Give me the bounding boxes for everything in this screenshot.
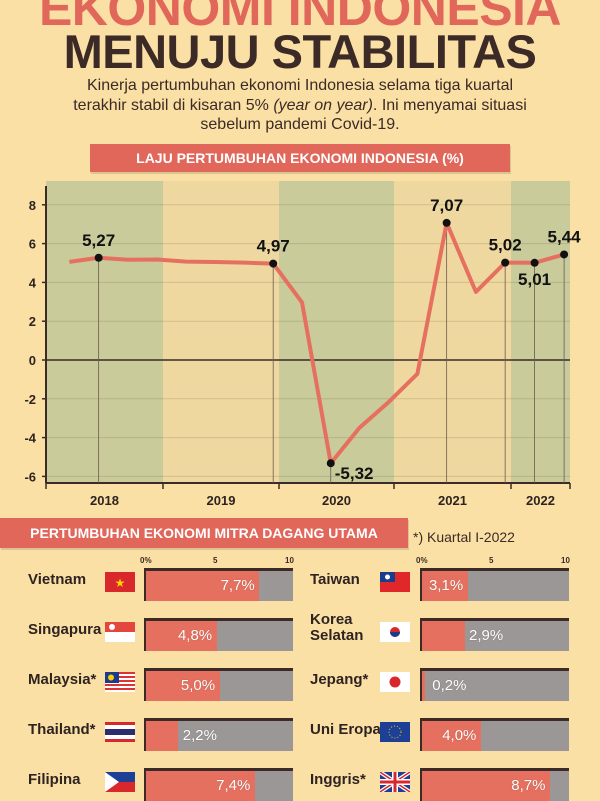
y-tick-label: 4 <box>29 275 37 290</box>
growth-bar: 3,1% <box>420 568 569 601</box>
scale-label: 5 <box>489 556 493 565</box>
svg-text:★: ★ <box>115 576 126 590</box>
flag-my-icon <box>105 672 135 692</box>
subtitle-italic: (year on year) <box>273 97 373 114</box>
growth-value: 2,9% <box>469 627 503 644</box>
growth-bar: 8,7% <box>420 768 569 801</box>
scale-label: 0% <box>416 556 428 565</box>
x-tick-label-2020: 2020 <box>322 493 351 508</box>
x-tick-label-2019: 2019 <box>207 493 236 508</box>
data-label: 5,27 <box>82 231 115 250</box>
y-tick-label: 8 <box>29 198 36 213</box>
growth-value: 0,2% <box>432 677 466 694</box>
flag-vn-icon: ★ <box>105 572 135 592</box>
country-name: Taiwan <box>310 572 390 588</box>
country-name: Thailand* <box>28 722 108 738</box>
y-tick-label: 2 <box>29 314 36 329</box>
growth-bar: 2,9% <box>420 618 569 651</box>
growth-bar: 7,4% <box>144 768 293 801</box>
scale-label: 0% <box>140 556 152 565</box>
data-label: -5,32 <box>335 464 374 483</box>
growth-value: 4,8% <box>178 627 212 644</box>
growth-bar: 4,8% <box>144 618 293 651</box>
data-label: 5,02 <box>489 236 522 255</box>
growth-bar-fill <box>422 621 465 651</box>
marker-dot <box>501 259 509 267</box>
marker-dot <box>443 219 451 227</box>
country-name: Inggris* <box>310 772 390 788</box>
data-label: 5,01 <box>518 270 551 289</box>
growth-bar: 4,0% <box>420 718 569 751</box>
growth-bar-fill <box>422 671 425 701</box>
marker-dot <box>269 260 277 268</box>
flag-tw-icon <box>380 572 410 592</box>
flag-kr-icon <box>380 622 410 642</box>
country-name: Jepang* <box>310 672 390 688</box>
flag-eu-icon <box>380 722 410 742</box>
marker-dot <box>95 254 103 262</box>
y-tick-label: -4 <box>24 431 36 446</box>
growth-value: 2,2% <box>183 727 217 744</box>
marker-dot <box>327 459 335 467</box>
y-tick-label: 0 <box>29 353 36 368</box>
growth-value: 5,0% <box>181 677 215 694</box>
y-tick-label: -2 <box>24 392 36 407</box>
flag-gb-icon <box>380 772 410 792</box>
flag-th-icon <box>105 722 135 742</box>
growth-value: 8,7% <box>511 777 545 794</box>
chart-title-banner: LAJU PERTUMBUHAN EKONOMI INDONESIA (%) <box>90 144 510 172</box>
flag-jp-icon <box>380 672 410 692</box>
x-tick-label-2021: 2021 <box>438 493 467 508</box>
growth-bar: 2,2% <box>144 718 293 751</box>
growth-value: 4,0% <box>442 727 476 744</box>
flag-sg-icon <box>105 622 135 642</box>
data-label: 7,07 <box>430 196 463 215</box>
marker-dot <box>531 259 539 267</box>
growth-bar: 5,0% <box>144 668 293 701</box>
growth-value: 7,7% <box>221 577 255 594</box>
y-tick-label: 6 <box>29 237 36 252</box>
country-name: Malaysia* <box>28 672 108 688</box>
x-tick-label-2018: 2018 <box>90 493 119 508</box>
scale-label: 10 <box>285 556 294 565</box>
subtitle: Kinerja pertumbuhan ekonomi Indonesia se… <box>60 76 540 135</box>
country-name: Uni Eropa <box>310 722 390 738</box>
country-name: Vietnam <box>28 572 108 588</box>
marker-dot <box>560 250 568 258</box>
scale-label: 5 <box>213 556 217 565</box>
gdp-line-chart: 8 6 4 2 0 -2 -4 -6 2018 2019 2020 2021 2022 5,27 4,97 -… <box>0 175 600 510</box>
growth-bar-fill <box>146 721 178 751</box>
growth-bar: 7,7% <box>144 568 293 601</box>
country-name: Filipina <box>28 772 108 788</box>
x-tick-label-2022: 2022 <box>526 493 555 508</box>
data-label: 4,97 <box>257 237 290 256</box>
y-tick-label: -6 <box>24 469 36 484</box>
scale-label: 10 <box>561 556 570 565</box>
footnote: *) Kuartal I-2022 <box>413 529 515 545</box>
growth-value: 7,4% <box>216 777 250 794</box>
country-name: Singapura <box>28 622 108 638</box>
data-label: 5,44 <box>548 227 582 246</box>
country-name: Korea Selatan <box>310 612 370 644</box>
title-line-2: MENUJU STABILITAS <box>0 30 600 74</box>
flag-ph-icon <box>105 772 135 792</box>
growth-bar: 0,2% <box>420 668 569 701</box>
partners-title-banner: PERTUMBUHAN EKONOMI MITRA DAGANG UTAMA <box>0 518 408 548</box>
growth-value: 3,1% <box>429 577 463 594</box>
